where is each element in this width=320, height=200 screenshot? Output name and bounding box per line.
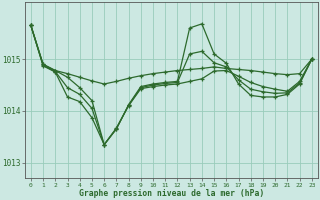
X-axis label: Graphe pression niveau de la mer (hPa): Graphe pression niveau de la mer (hPa) (79, 189, 264, 198)
